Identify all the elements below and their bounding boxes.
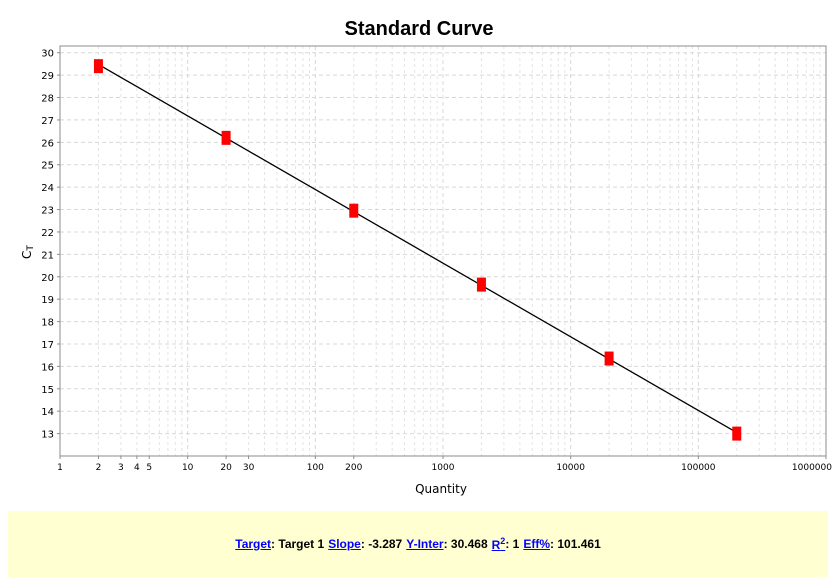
data-point [732, 426, 742, 441]
x-tick-label: 10000 [556, 463, 585, 473]
target-link[interactable]: Target [235, 537, 272, 551]
x-tick-label: 100 [307, 463, 324, 473]
regression-line [98, 63, 738, 434]
y-axis-title-subscript: T [26, 245, 36, 252]
x-tick-label: 1000 [432, 463, 455, 473]
x-tick-label: 10 [182, 463, 194, 473]
x-tick-label: 30 [243, 463, 255, 473]
r2-colon: : [505, 537, 513, 551]
slope-colon: : [360, 537, 369, 551]
y-tick-label: 20 [41, 273, 54, 284]
x-tick-label: 3 [118, 463, 124, 473]
standard-curve-chart: Standard Curve 1 2 3 4 5 10 20 30 100 200 1000 1000… [20, 18, 832, 496]
r2-value: 1 [512, 537, 520, 551]
yinter-colon: : [443, 537, 451, 551]
y-tick-label: 29 [41, 71, 54, 82]
data-points [93, 59, 742, 441]
yinter-value: 30.468 [450, 537, 488, 551]
r2-link[interactable]: R2 [492, 536, 506, 552]
eff-link[interactable]: Eff% [523, 537, 551, 551]
y-axis-title-main: C [20, 251, 34, 259]
target-value: Target 1 [278, 537, 325, 551]
y-tick-label: 13 [41, 430, 54, 441]
y-tick-label: 30 [41, 49, 54, 60]
y-tick-label: 26 [41, 138, 54, 149]
x-tick-label: 20 [220, 463, 232, 473]
r2-label: R [491, 538, 501, 552]
summary-bar: Target: Target 1 Slope: -3.287 Y-Inter: … [8, 511, 828, 577]
y-tick-label: 23 [41, 206, 54, 217]
y-tick-label: 22 [41, 228, 54, 239]
fit-line [98, 63, 738, 434]
x-axis-title: Quantity [415, 482, 467, 496]
grid-lines [60, 46, 826, 456]
slope-link[interactable]: Slope [328, 537, 361, 551]
target-colon: : [271, 537, 279, 551]
x-tick-label: 5 [146, 463, 152, 473]
yinter-link[interactable]: Y-Inter [406, 537, 444, 551]
y-tick-label: 16 [41, 362, 54, 373]
x-tick-label: 100000 [681, 463, 716, 473]
y-tick-label: 14 [41, 407, 54, 418]
y-tick-label: 24 [41, 183, 54, 194]
x-tick-label: 1000000 [792, 463, 832, 473]
y-tick-label: 21 [41, 250, 54, 261]
data-point [604, 351, 614, 366]
x-tick-label: 2 [96, 463, 102, 473]
data-point [93, 59, 103, 74]
y-tick-label: 18 [41, 318, 54, 329]
x-tick-label: 200 [345, 463, 362, 473]
y-axis-title: CT [20, 245, 36, 259]
r2-superscript: 2 [500, 536, 506, 546]
data-point [476, 277, 486, 292]
eff-colon: : [550, 537, 558, 551]
y-tick-labels: 13 14 15 16 17 18 19 20 21 22 23 24 25 26 27 28 29 30 [41, 49, 60, 441]
eff-value: 101.461 [557, 537, 601, 551]
y-tick-label: 19 [41, 295, 54, 306]
data-point [349, 203, 359, 218]
y-tick-label: 25 [41, 161, 54, 172]
x-tick-label: 1 [57, 463, 63, 473]
y-tick-label: 27 [41, 116, 54, 127]
y-tick-label: 17 [41, 340, 54, 351]
chart-title: Standard Curve [345, 18, 494, 40]
x-tick-labels: 1 2 3 4 5 10 20 30 100 200 1000 10000 100000 1000000 [57, 456, 832, 473]
data-point [221, 130, 231, 145]
x-tick-label: 4 [134, 463, 140, 473]
y-tick-label: 28 [41, 94, 54, 105]
y-tick-label: 15 [41, 385, 54, 396]
slope-value: -3.287 [368, 537, 403, 551]
